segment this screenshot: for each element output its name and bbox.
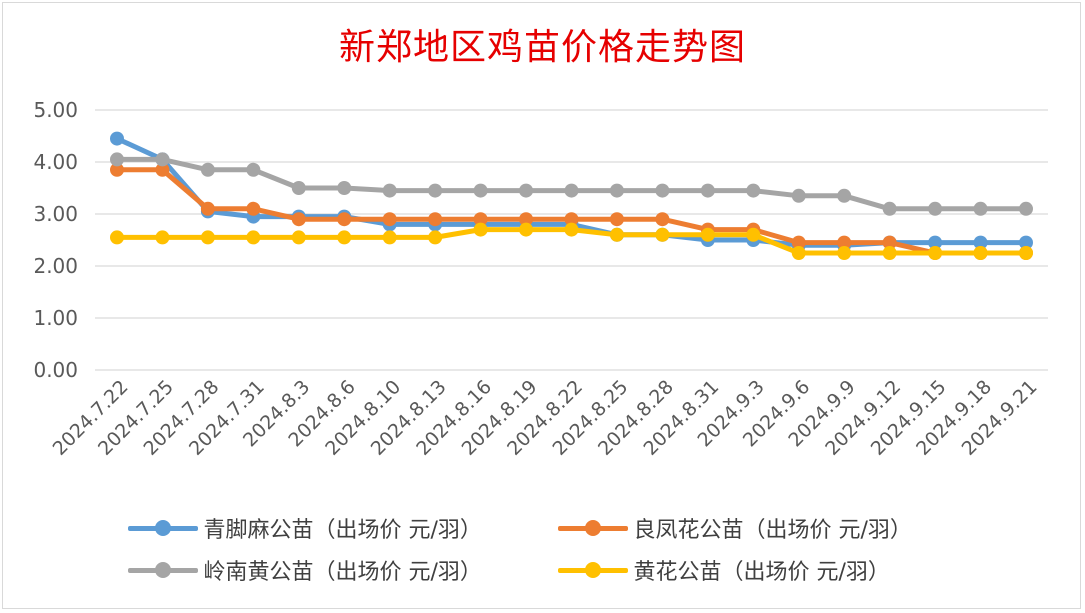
data-point[interactable] bbox=[428, 230, 443, 245]
data-point[interactable] bbox=[519, 212, 534, 227]
data-point[interactable] bbox=[473, 212, 488, 227]
data-point[interactable] bbox=[837, 235, 852, 250]
data-point[interactable] bbox=[655, 183, 670, 198]
chart-title: 新郑地区鸡苗价格走势图 bbox=[338, 27, 746, 68]
data-point[interactable] bbox=[564, 212, 579, 227]
data-point[interactable] bbox=[882, 235, 897, 250]
data-point[interactable] bbox=[246, 162, 261, 177]
legend-marker bbox=[584, 562, 601, 578]
data-point[interactable] bbox=[564, 183, 579, 198]
data-point[interactable] bbox=[382, 212, 397, 227]
data-point[interactable] bbox=[1019, 235, 1033, 250]
data-point[interactable] bbox=[882, 246, 897, 260]
data-point[interactable] bbox=[928, 201, 943, 216]
y-tick-label: 4.00 bbox=[33, 150, 78, 174]
legend-item[interactable]: 青脚麻公苗（出场价 元/羽） bbox=[127, 512, 528, 544]
data-point[interactable] bbox=[382, 230, 397, 245]
y-axis-ticks: 0.00 1.00 2.00 3.00 4.00 5.00 bbox=[33, 98, 78, 382]
data-point[interactable] bbox=[291, 230, 306, 245]
data-point[interactable] bbox=[655, 212, 670, 227]
y-tick-label: 0.00 bbox=[33, 358, 78, 382]
data-point[interactable] bbox=[155, 152, 170, 167]
data-point[interactable] bbox=[564, 222, 579, 237]
data-point[interactable] bbox=[519, 183, 534, 198]
legend-label: 良凤花公苗（出场价 元/羽） bbox=[633, 518, 912, 543]
data-point[interactable] bbox=[337, 181, 352, 195]
x-axis-ticks: 2024.7.222024.7.252024.7.282024.7.312024… bbox=[49, 376, 1042, 460]
data-point[interactable] bbox=[609, 227, 624, 242]
legend-swatch bbox=[557, 560, 628, 580]
legend-marker bbox=[584, 520, 601, 536]
data-point[interactable] bbox=[791, 188, 806, 203]
gridlines bbox=[95, 109, 1048, 371]
data-point[interactable] bbox=[337, 212, 352, 227]
data-point[interactable] bbox=[473, 183, 488, 198]
legend-marker bbox=[154, 562, 171, 578]
data-point[interactable] bbox=[609, 212, 624, 227]
data-point[interactable] bbox=[200, 230, 215, 245]
data-point[interactable] bbox=[110, 131, 124, 146]
legend-label: 青脚麻公苗（出场价 元/羽） bbox=[203, 518, 482, 543]
data-point[interactable] bbox=[110, 152, 124, 167]
legend-swatch bbox=[127, 518, 198, 538]
data-point[interactable] bbox=[609, 183, 624, 198]
data-point[interactable] bbox=[110, 230, 124, 245]
data-point[interactable] bbox=[746, 183, 761, 198]
data-point[interactable] bbox=[1019, 246, 1033, 260]
data-point[interactable] bbox=[110, 162, 124, 177]
series bbox=[110, 222, 1033, 260]
data-point[interactable] bbox=[700, 183, 715, 198]
series bbox=[110, 152, 1033, 216]
data-point[interactable] bbox=[791, 235, 806, 250]
data-point[interactable] bbox=[519, 222, 534, 237]
data-point[interactable] bbox=[428, 183, 443, 198]
data-point[interactable] bbox=[655, 227, 670, 242]
data-point[interactable] bbox=[928, 235, 943, 250]
series-lines bbox=[110, 131, 1033, 260]
legend-item[interactable]: 良凤花公苗（出场价 元/羽） bbox=[557, 512, 958, 544]
data-point[interactable] bbox=[155, 230, 170, 245]
legend-label: 黄花公苗（出场价 元/羽） bbox=[633, 560, 890, 585]
data-point[interactable] bbox=[291, 212, 306, 227]
data-point[interactable] bbox=[200, 201, 215, 216]
data-point[interactable] bbox=[746, 227, 761, 242]
legend-row-2: 岭南黄公苗（出场价 元/羽） 黄花公苗（出场价 元/羽） bbox=[0, 554, 1085, 586]
data-point[interactable] bbox=[791, 246, 806, 260]
data-point[interactable] bbox=[973, 201, 988, 216]
data-point[interactable] bbox=[246, 201, 261, 216]
data-point[interactable] bbox=[882, 201, 897, 216]
y-tick-label: 5.00 bbox=[33, 98, 78, 122]
legend-row-1: 青脚麻公苗（出场价 元/羽） 良凤花公苗（出场价 元/羽） bbox=[0, 512, 1085, 544]
data-point[interactable] bbox=[428, 212, 443, 227]
data-point[interactable] bbox=[837, 188, 852, 203]
data-point[interactable] bbox=[155, 162, 170, 177]
y-tick-label: 2.00 bbox=[33, 254, 78, 278]
legend-item[interactable]: 黄花公苗（出场价 元/羽） bbox=[557, 554, 958, 586]
data-point[interactable] bbox=[337, 230, 352, 245]
data-point[interactable] bbox=[200, 162, 215, 177]
data-point[interactable] bbox=[246, 230, 261, 245]
data-point[interactable] bbox=[700, 227, 715, 242]
data-point[interactable] bbox=[291, 181, 306, 195]
legend-swatch bbox=[557, 518, 628, 538]
data-point[interactable] bbox=[473, 222, 488, 237]
data-point[interactable] bbox=[837, 246, 852, 260]
data-point[interactable] bbox=[382, 183, 397, 198]
legend-item[interactable]: 岭南黄公苗（出场价 元/羽） bbox=[127, 554, 528, 586]
data-point[interactable] bbox=[928, 246, 943, 260]
data-point[interactable] bbox=[973, 246, 988, 260]
y-tick-label: 3.00 bbox=[33, 202, 78, 226]
legend-swatch bbox=[127, 560, 198, 580]
data-point[interactable] bbox=[973, 235, 988, 250]
legend-marker bbox=[154, 520, 171, 536]
data-point[interactable] bbox=[1019, 201, 1033, 216]
y-tick-label: 1.00 bbox=[33, 306, 78, 330]
legend-label: 岭南黄公苗（出场价 元/羽） bbox=[203, 560, 482, 585]
